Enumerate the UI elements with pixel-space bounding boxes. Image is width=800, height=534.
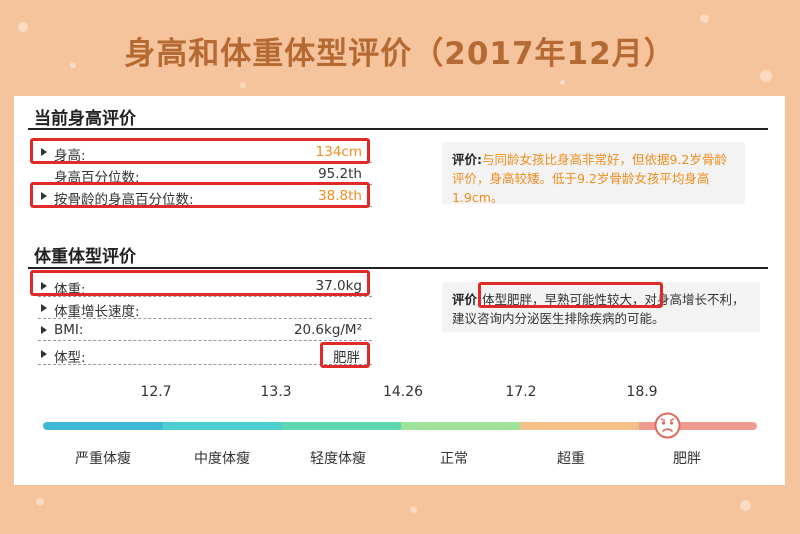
background-dot — [18, 22, 28, 32]
threshold-label: 12.7 — [140, 384, 172, 400]
bullet-triangle-icon — [41, 148, 47, 156]
weight-section-title: 体重体型评价 — [34, 247, 136, 267]
highlight-box — [30, 270, 370, 296]
row-value: 95.2th — [318, 166, 362, 182]
height-section-title: 当前身高评价 — [34, 109, 136, 129]
background-dot — [760, 70, 772, 82]
sad-face-icon — [654, 412, 681, 439]
comment-label: 评价: — [452, 152, 482, 167]
threshold-label: 14.26 — [382, 384, 424, 400]
section-divider — [28, 128, 768, 130]
bullet-triangle-icon — [41, 282, 47, 290]
row-label: 按骨龄的身高百分位数: — [54, 192, 194, 208]
bullet-triangle-icon — [41, 192, 47, 200]
highlight-box — [320, 342, 370, 368]
category-label: 正常 — [440, 451, 468, 467]
comment-highlight: 体型肥胖，早熟可能性较大， — [482, 292, 645, 307]
category-label: 超重 — [557, 451, 585, 467]
highlight-box — [478, 282, 663, 308]
row-label: BMI: — [54, 322, 84, 338]
highlight-box — [30, 138, 370, 164]
body-type-row: 体型: 肥胖 — [38, 344, 372, 366]
bullet-triangle-icon — [41, 326, 47, 334]
row-value: 肥胖 — [333, 350, 360, 366]
row-value: 20.6kg/M² — [293, 322, 362, 338]
category-label: 轻度体瘦 — [310, 451, 366, 467]
scale-segment — [163, 422, 282, 430]
row-label: 体型: — [54, 350, 86, 366]
bullet-triangle-icon — [41, 350, 47, 358]
category-label: 严重体瘦 — [75, 451, 131, 467]
row-value: 38.8th — [318, 188, 362, 204]
threshold-label: 17.2 — [505, 384, 537, 400]
highlight-box — [30, 182, 370, 208]
row-label: 体重增长速度: — [54, 304, 140, 320]
background-dot — [240, 82, 246, 88]
row-label: 身高: — [54, 148, 86, 164]
threshold-label: 13.3 — [260, 384, 292, 400]
scale-segment — [43, 422, 163, 430]
scale-segment — [401, 422, 520, 430]
bmi-row: BMI: 20.6kg/M² — [38, 320, 372, 341]
section-divider — [28, 267, 768, 269]
background-dot — [560, 80, 565, 85]
row-value: 134cm — [315, 144, 362, 160]
background-dot — [700, 14, 709, 23]
background-dot — [740, 500, 751, 511]
row-value: 37.0kg — [315, 278, 362, 294]
height-comment: 评价:与同龄女孩比身高非常好，但依据9.2岁骨龄评价，身高较矮。低于9.2岁骨龄… — [442, 142, 745, 205]
threshold-label: 18.9 — [626, 384, 658, 400]
comment-text: 对身高增长不利，建议咨询内分泌医生排除疾病的可能。 — [452, 292, 745, 326]
bullet-triangle-icon — [41, 304, 47, 312]
comment-text: 与同龄女孩比身高非常好，但依据9.2岁骨龄评价，身高较矮。低于9.2岁骨龄女孩平… — [452, 152, 727, 205]
comment-label: 评价: — [452, 292, 482, 307]
scale-segment — [282, 422, 401, 430]
report-card: 当前身高评价 身高: 134cm 身高百分位数: 95.2th 按骨龄的身高百分… — [14, 96, 785, 485]
scale-segment — [520, 422, 639, 430]
page-title: 身高和体重体型评价（2017年12月） — [124, 36, 676, 72]
weight-growth-row: 体重增长速度: — [38, 298, 372, 320]
category-label: 肥胖 — [673, 451, 701, 467]
background-dot — [70, 62, 76, 68]
category-label: 中度体瘦 — [194, 451, 250, 467]
background-dot — [36, 498, 44, 506]
scale-segment — [639, 422, 757, 430]
background-dot — [410, 506, 417, 513]
